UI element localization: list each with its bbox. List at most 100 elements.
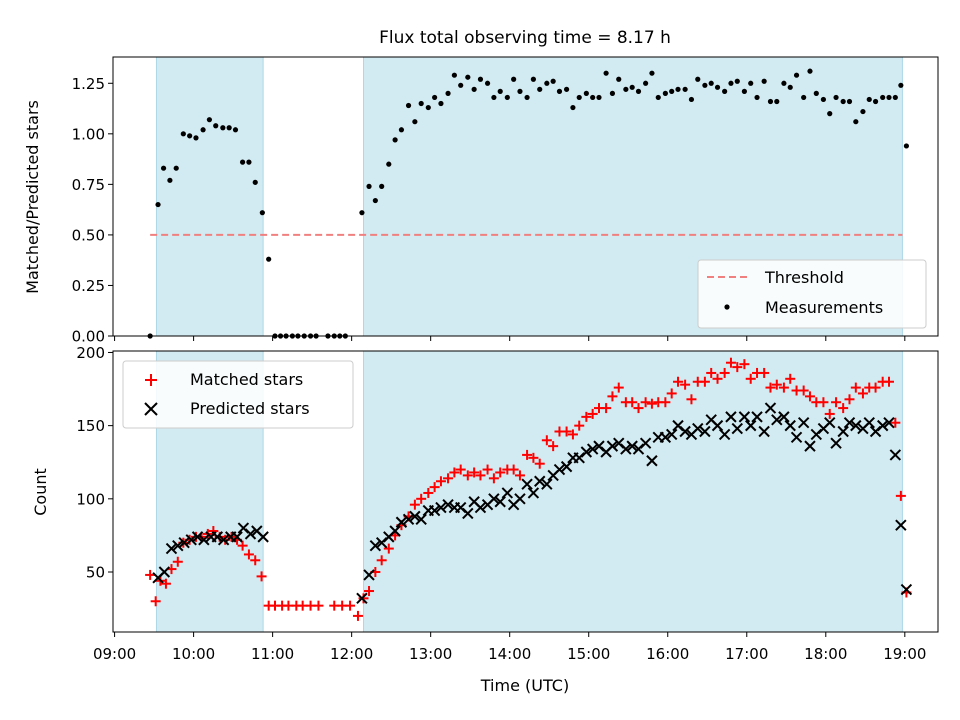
matched-star-point	[475, 470, 486, 481]
matched-star-point	[646, 398, 657, 409]
matched-star-point	[150, 596, 161, 607]
measurement-point	[359, 210, 365, 216]
chart-title: Flux total observing time = 8.17 h	[379, 28, 671, 48]
predicted-star-point	[745, 419, 757, 432]
measurement-point	[544, 80, 550, 86]
y-tick-label: 0.00	[72, 328, 105, 346]
legend-threshold-label: Threshold	[764, 268, 844, 287]
matched-star-point	[686, 394, 697, 405]
predicted-star-point	[541, 478, 553, 490]
predicted-star-point	[771, 414, 783, 426]
matched-star-point	[443, 473, 454, 484]
measurement-point	[530, 76, 537, 82]
measurement-point	[886, 94, 892, 101]
measurement-point	[418, 100, 424, 107]
predicted-star-point	[363, 569, 375, 581]
measurement-point	[623, 86, 629, 92]
matched-star-point	[857, 388, 868, 399]
measurement-point	[226, 125, 232, 131]
matched-star-point	[313, 600, 324, 611]
measurement-point	[259, 210, 265, 216]
measurement-point	[649, 70, 655, 76]
x-tick-label: 14:00	[488, 645, 531, 663]
matched-star-point	[765, 382, 776, 393]
measurement-point	[239, 159, 246, 165]
matched-star-point	[831, 397, 842, 408]
top-y-axis: 0.00 0.25 0.50 0.75 1.00 1.25	[72, 75, 113, 346]
measurement-point	[813, 90, 819, 96]
matched-star-point	[352, 610, 363, 621]
matched-star-point	[601, 403, 612, 414]
measurement-point	[465, 74, 471, 80]
measurement-point	[643, 80, 649, 86]
matched-star-point	[706, 367, 717, 378]
measurement-point	[820, 96, 827, 103]
measurement-point	[609, 90, 616, 96]
matched-star-point	[522, 449, 533, 460]
measurement-point	[366, 183, 372, 189]
matched-star-point	[581, 411, 592, 422]
matched-star-point	[739, 359, 750, 370]
predicted-star-point	[211, 531, 224, 543]
y-tick-label: 50	[86, 563, 105, 581]
matched-star-point	[345, 600, 356, 611]
matched-star-point	[435, 476, 446, 487]
predicted-star-point	[699, 425, 711, 438]
measurement-point	[714, 84, 721, 90]
measurement-point	[550, 78, 556, 84]
matched-star-point	[719, 367, 730, 378]
measurement-point	[702, 82, 708, 88]
measurement-point	[266, 256, 272, 262]
measurement-point	[200, 127, 206, 133]
measurement-point	[438, 100, 444, 107]
predicted-star-point	[462, 507, 474, 520]
measurement-point	[379, 183, 385, 189]
measurement-point	[246, 159, 252, 165]
matched-star-point	[640, 397, 651, 408]
matched-star-point	[699, 376, 710, 387]
matched-star-point	[850, 382, 861, 393]
observing-window-1	[155, 56, 264, 337]
matched-star-point	[660, 397, 671, 408]
measurement-point	[180, 131, 186, 137]
matched-star-point	[495, 467, 506, 478]
predicted-star-point	[553, 463, 566, 476]
matched-star-point	[488, 473, 499, 484]
matched-star-point	[237, 540, 248, 551]
predicted-star-point	[521, 478, 533, 490]
predicted-star-point	[830, 437, 842, 449]
x-tick-label: 18:00	[804, 645, 847, 663]
y-tick-label: 0.50	[72, 226, 105, 244]
x-tick-label: 13:00	[409, 645, 452, 663]
predicted-star-point	[395, 516, 408, 528]
measurement-point	[880, 94, 886, 101]
predicted-stars-series	[152, 402, 913, 605]
predicted-star-point	[837, 425, 849, 438]
observing-window-2	[363, 350, 903, 633]
legend-predicted-swatch	[144, 402, 158, 416]
measurement-point	[517, 88, 523, 94]
measurement-point	[866, 96, 872, 103]
matched-star-point	[250, 555, 261, 566]
matched-star-point	[890, 417, 901, 428]
measurement-point	[846, 98, 853, 105]
bottom-y-axis: 50 100 150 200	[76, 344, 113, 581]
y-tick-label: 200	[76, 344, 105, 362]
measurement-point	[445, 90, 451, 96]
measurement-point	[781, 80, 787, 86]
measurement-point	[537, 86, 543, 92]
x-tick-label: 10:00	[172, 645, 215, 663]
measurement-point	[774, 98, 780, 105]
top-legend-box	[697, 259, 927, 329]
matched-star-point	[541, 435, 552, 446]
measurement-point	[583, 90, 589, 96]
predicted-star-point	[718, 428, 731, 441]
measurement-point	[372, 197, 378, 204]
matched-star-point	[455, 464, 466, 475]
matched-star-point	[838, 403, 849, 414]
measurement-point	[405, 102, 412, 109]
measurement-point	[160, 165, 167, 171]
measurement-point	[655, 94, 661, 101]
measurement-point	[898, 82, 904, 88]
matched-star-point	[844, 394, 855, 405]
